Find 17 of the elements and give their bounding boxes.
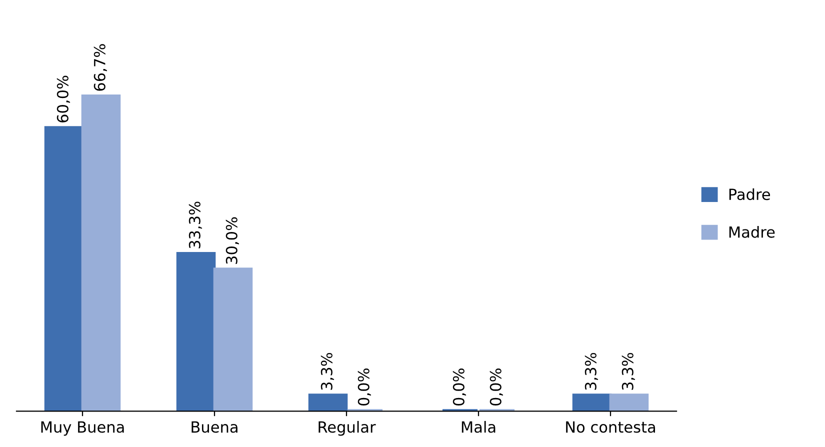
- data-label: 3,3%: [584, 352, 598, 390]
- x-tick-label: Mala: [462, 420, 496, 433]
- x-tick-label: Regular: [318, 420, 376, 436]
- x-tick-label: Buena: [192, 421, 238, 433]
- data-label: 66,7%: [94, 44, 107, 91]
- x-tick-label: Muy Buena: [41, 421, 124, 436]
- x-tick-label: No contesta: [566, 421, 655, 433]
- data-label: 3,3%: [320, 352, 334, 390]
- data-label: 0,0%: [490, 368, 503, 406]
- data-label: 30,0%: [226, 217, 239, 264]
- data-label: 60,0%: [56, 76, 70, 122]
- data-label: 0,0%: [358, 368, 371, 406]
- data-label: 33,3%: [188, 202, 202, 248]
- legend-label: Madre: [729, 226, 775, 238]
- data-label: 3,3%: [622, 352, 635, 390]
- data-label: 0,0%: [452, 368, 466, 406]
- legend-label: Padre: [729, 188, 770, 200]
